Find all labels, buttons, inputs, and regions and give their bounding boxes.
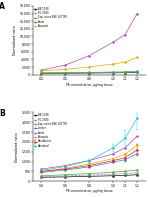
Line: BK 1748: BK 1748	[40, 174, 138, 178]
PG 2380	[88, 72, 90, 74]
Line: Snem: Snem	[40, 13, 138, 71]
Snem	[112, 41, 114, 43]
Shanada	[124, 153, 126, 155]
Exp. ovine BSE 347 MS	[112, 71, 114, 73]
BK 1748	[64, 72, 66, 74]
Shanada	[88, 163, 90, 165]
BK 1748	[124, 174, 126, 177]
Legend: BK 1748, PG 2380, Exp. ovine BSE 347 MS, Limber, Snem, Shanada, Handbalins, Rasa: BK 1748, PG 2380, Exp. ovine BSE 347 MS,…	[33, 113, 67, 148]
Snem	[136, 12, 138, 15]
PG 2380	[124, 172, 126, 175]
Shanada	[64, 167, 66, 169]
Shanada	[112, 157, 114, 160]
Text: B: B	[0, 109, 5, 118]
Limber	[136, 152, 138, 155]
Line: Shanada: Shanada	[40, 57, 138, 72]
PG 2380	[124, 71, 126, 73]
Line: Exp. ovine BSE 347 MS: Exp. ovine BSE 347 MS	[40, 71, 138, 74]
BK 1748	[124, 72, 126, 74]
Snem	[40, 69, 42, 71]
PG 2380	[136, 172, 138, 174]
PG 2380	[112, 173, 114, 175]
PG 2380	[64, 175, 66, 177]
Line: Exp. ovine BSE 347 MS: Exp. ovine BSE 347 MS	[40, 169, 138, 177]
Limber	[88, 166, 90, 168]
BK 1748	[40, 176, 42, 178]
PG 2380	[88, 174, 90, 176]
Exp. ovine BSE 347 MS	[112, 171, 114, 173]
BK 1748	[112, 175, 114, 177]
Snem	[124, 33, 126, 36]
Y-axis label: Normalized ratio: Normalized ratio	[13, 25, 17, 55]
Snem	[124, 147, 126, 149]
Text: A: A	[0, 3, 5, 11]
Exp. ovine BSE 347 MS	[40, 175, 42, 177]
PG 2380	[40, 176, 42, 178]
Exp. ovine BSE 347 MS	[64, 174, 66, 176]
Exp. ovine BSE 347 MS	[136, 70, 138, 73]
X-axis label: PK concentration, µg/mg tissue: PK concentration, µg/mg tissue	[66, 83, 113, 87]
Snem	[88, 159, 90, 162]
BK 1748	[40, 72, 42, 74]
Limber	[112, 161, 114, 163]
Snem	[64, 64, 66, 66]
Shanada	[64, 68, 66, 71]
Limber	[40, 171, 42, 174]
Y-axis label: Normalized ratio: Normalized ratio	[15, 132, 19, 162]
Shanada	[40, 70, 42, 72]
Limber	[64, 169, 66, 171]
Line: PG 2380: PG 2380	[40, 71, 138, 74]
Exp. ovine BSE 347 MS	[136, 169, 138, 171]
BK 1748	[64, 176, 66, 178]
Line: Limber: Limber	[40, 153, 138, 173]
BK 1748	[88, 175, 90, 177]
Limber	[124, 158, 126, 161]
Line: PG 2380: PG 2380	[40, 172, 138, 177]
Exp. ovine BSE 347 MS	[88, 172, 90, 175]
Legend: BK 1748, PG 2380, Exp. ovine BSE 347 MS, Snem, Shanada: BK 1748, PG 2380, Exp. ovine BSE 347 MS,…	[33, 7, 67, 28]
Shanada	[88, 66, 90, 68]
Snem	[112, 152, 114, 155]
Shanada	[124, 61, 126, 63]
Exp. ovine BSE 347 MS	[40, 72, 42, 74]
Snem	[136, 135, 138, 137]
Exp. ovine BSE 347 MS	[64, 71, 66, 74]
Line: Shanada: Shanada	[40, 144, 138, 172]
Line: Snem: Snem	[40, 135, 138, 170]
Exp. ovine BSE 347 MS	[88, 71, 90, 73]
Shanada	[40, 170, 42, 173]
PG 2380	[40, 72, 42, 74]
Shanada	[136, 144, 138, 146]
BK 1748	[136, 174, 138, 176]
BK 1748	[136, 71, 138, 73]
Exp. ovine BSE 347 MS	[124, 170, 126, 172]
PG 2380	[136, 71, 138, 73]
BK 1748	[112, 72, 114, 74]
PG 2380	[112, 71, 114, 74]
X-axis label: PK concentration, µg/mg tissue: PK concentration, µg/mg tissue	[66, 189, 113, 193]
Exp. ovine BSE 347 MS	[124, 71, 126, 73]
Line: BK 1748: BK 1748	[40, 72, 138, 74]
PG 2380	[64, 72, 66, 74]
Shanada	[112, 63, 114, 65]
Snem	[64, 164, 66, 167]
Snem	[40, 168, 42, 170]
Snem	[88, 54, 90, 57]
BK 1748	[88, 72, 90, 74]
Shanada	[136, 56, 138, 59]
